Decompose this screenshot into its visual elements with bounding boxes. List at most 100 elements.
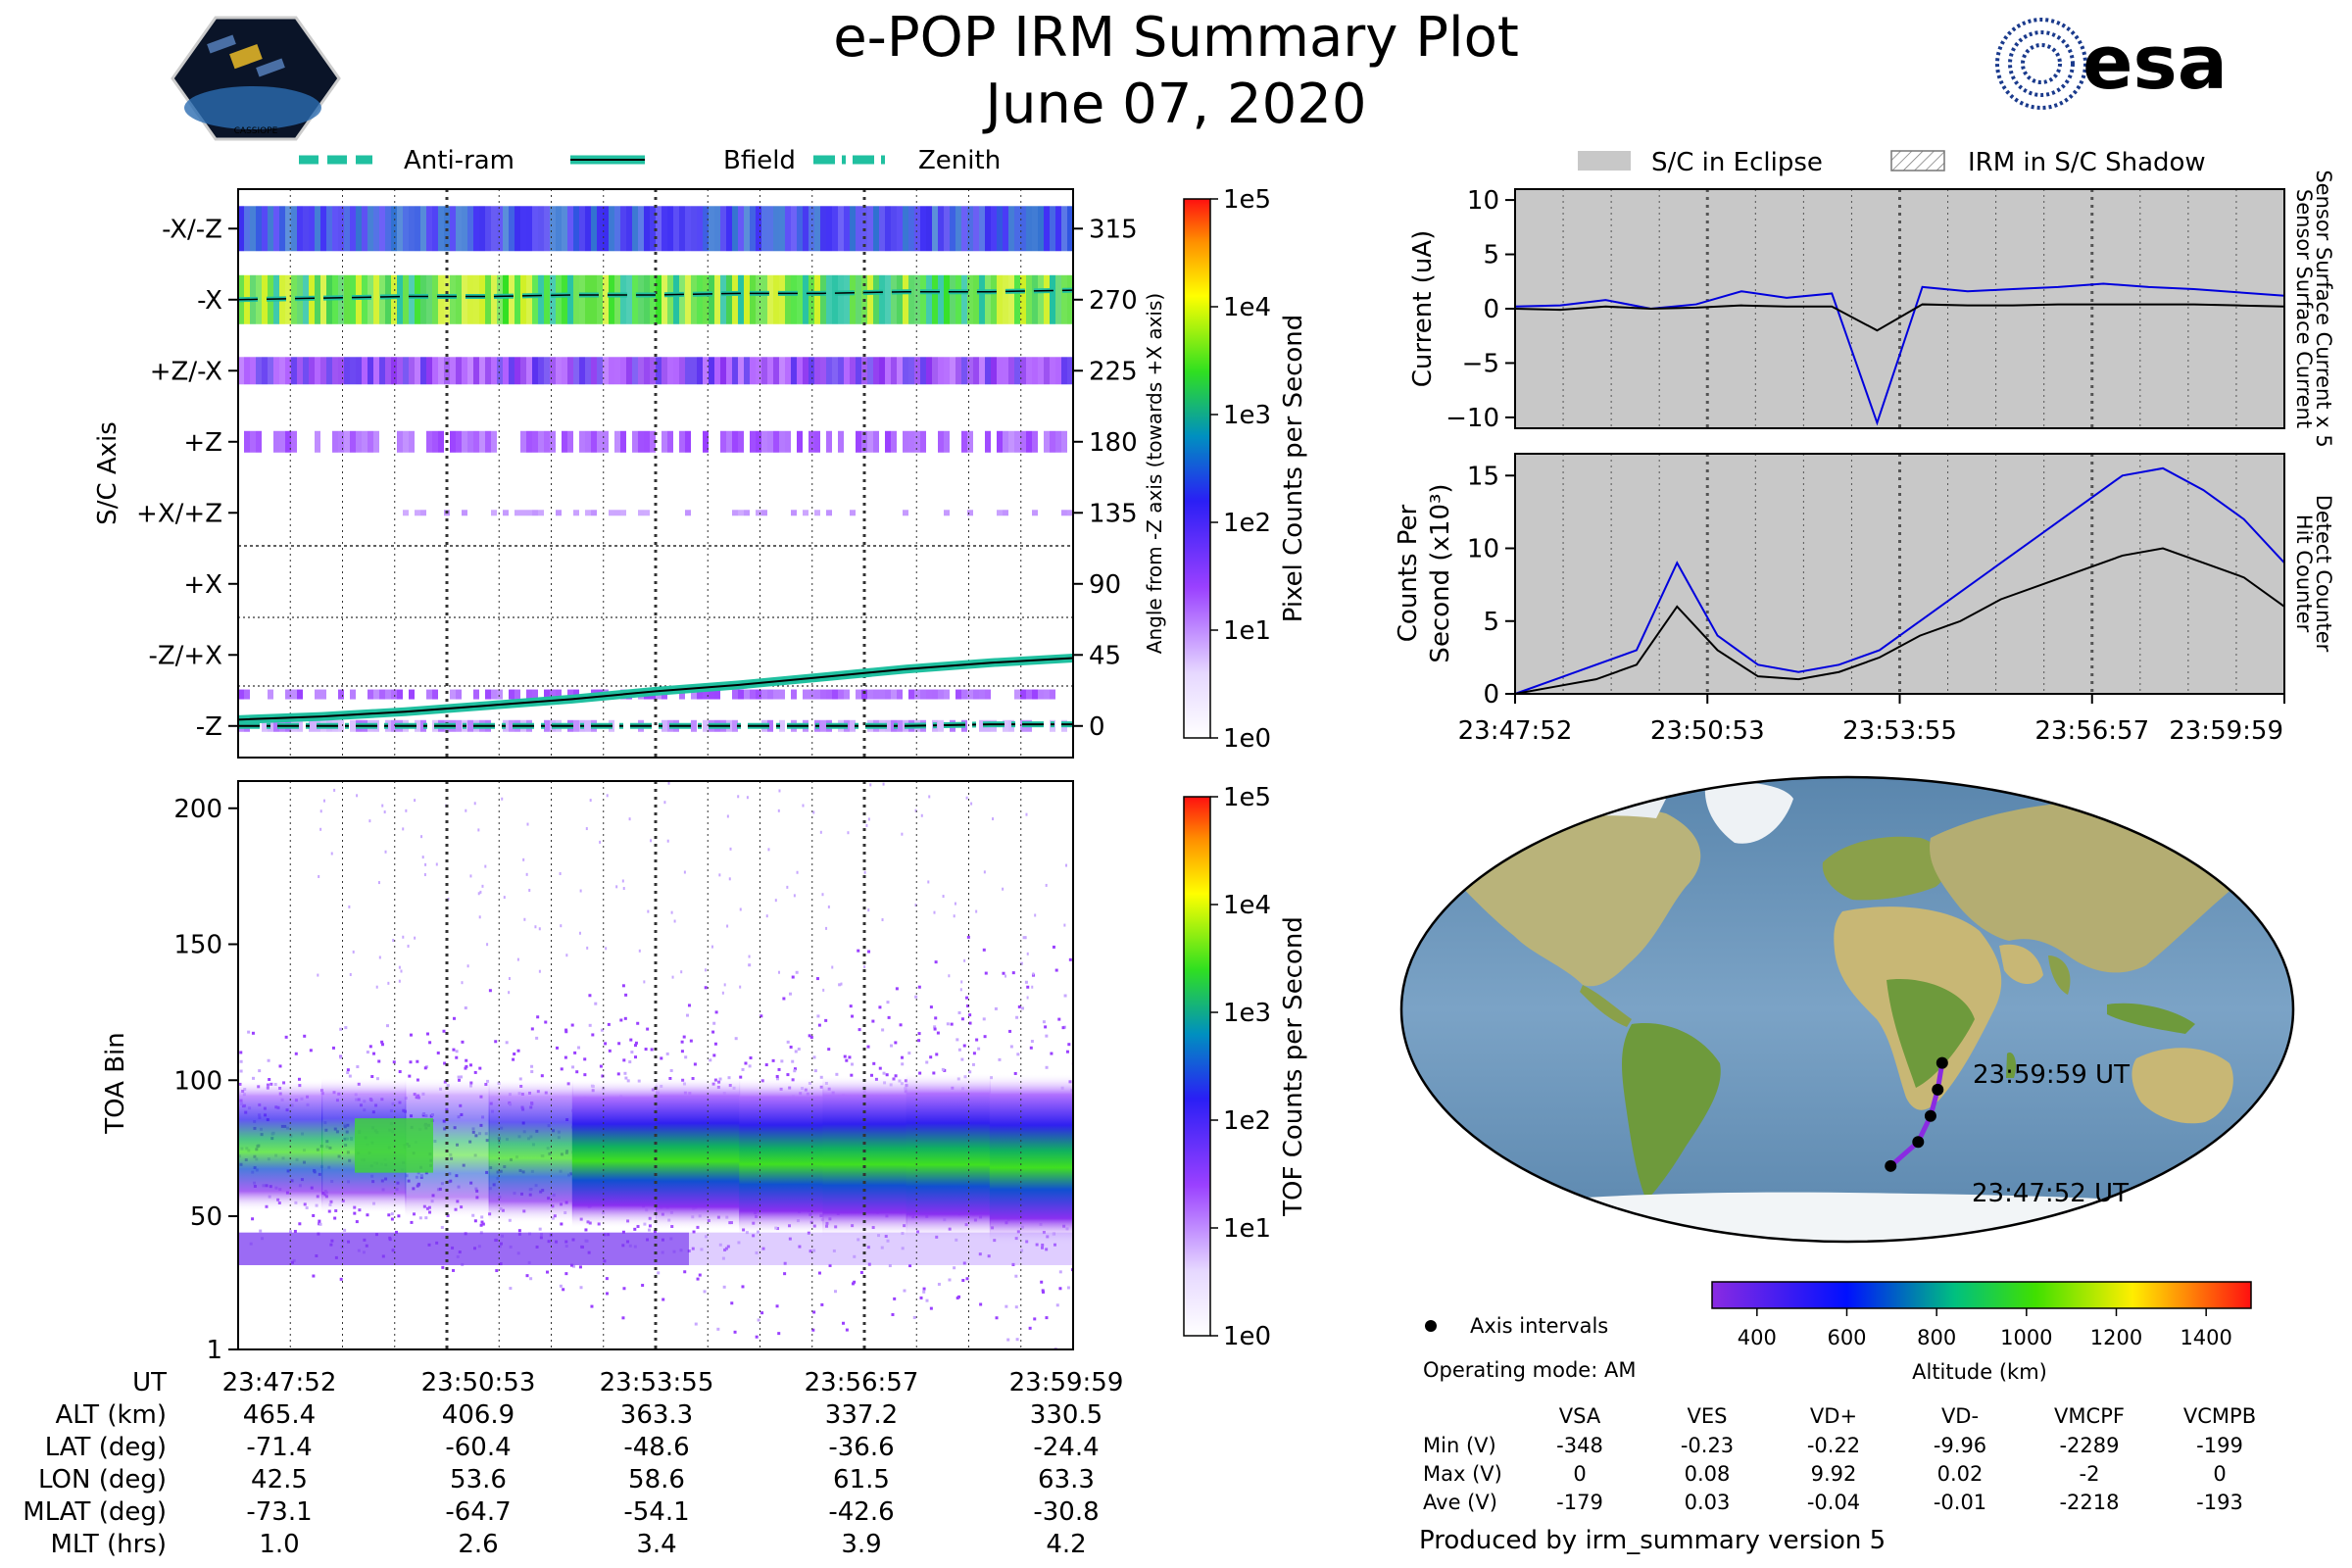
pixel-cell-row-0 (1020, 206, 1026, 252)
pixel-cell-row-5 (1026, 689, 1032, 700)
pixel-cell-row-3 (856, 430, 861, 453)
pixel-cell-row-3 (961, 430, 967, 453)
pixel-cell-row-2 (379, 357, 385, 385)
ephem-time: 23:56:57 (805, 1368, 919, 1397)
pixel-cell-row-4 (738, 510, 744, 516)
current-series-black-label: Sensor Surface Current (2292, 189, 2316, 428)
counts-ytick-label: 0 (1483, 680, 1499, 710)
voltage-row-label: Ave (V) (1423, 1491, 1497, 1514)
axis-intervals-marker (1425, 1320, 1437, 1332)
pixel-cell-row-1 (773, 274, 779, 324)
tof-noise-pixel (713, 1042, 717, 1046)
pixel-cell-row-3 (814, 430, 820, 453)
pixel-cell-row-6 (662, 719, 667, 732)
tof-noise-pixel (965, 996, 969, 1000)
pixel-cell-row-1 (691, 274, 697, 324)
tof-noise-pixel (344, 1026, 348, 1030)
pixel-cell-row-1 (797, 274, 803, 324)
pixel-cell-row-1 (667, 274, 673, 324)
pixel-cell-row-6 (391, 719, 397, 732)
pixel-cell-row-4 (403, 510, 409, 516)
pixel-cell-row-3 (826, 430, 832, 453)
pixel-cell-row-1 (779, 274, 785, 324)
pixel-cell-row-2 (332, 357, 338, 385)
tof-noise-pixel (1042, 1020, 1046, 1024)
pixel-cell-row-1 (432, 274, 438, 324)
tof-noise-pixel (303, 1034, 307, 1038)
pixel-cell-row-0 (656, 206, 662, 252)
pixel-cell-row-2 (691, 357, 697, 385)
tof-upper-noise (615, 885, 618, 889)
tof-upper-noise (746, 796, 749, 800)
tof-noise-pixel (1063, 994, 1067, 998)
pixel-cell-row-1 (538, 274, 544, 324)
tof-noise-pixel (718, 1243, 722, 1247)
tof-noise-pixel (348, 1074, 352, 1078)
pixel-cell-row-2 (791, 357, 797, 385)
tof-upper-noise (671, 975, 674, 979)
voltage-table: VSA VES VD+ VD- VMCPF VCMPB Min (V) -348 -0.23 -0… (1423, 1404, 2256, 1514)
pixel-cell-row-2 (767, 357, 773, 385)
pixel-cell-row-1 (726, 274, 732, 324)
tof-noise-pixel (465, 1058, 468, 1062)
pixel-cell-row-1 (591, 274, 597, 324)
pixel-cell-row-2 (526, 357, 532, 385)
tof-noise-pixel (390, 1212, 394, 1216)
tof-noise-pixel (741, 1285, 745, 1289)
pixel-cell-row-2 (685, 357, 691, 385)
tof-upper-noise (477, 828, 480, 832)
pixel-cell-row-0 (567, 206, 573, 252)
tof-upper-noise (503, 896, 506, 900)
pixel-cell-row-2 (656, 357, 662, 385)
current-yticks: 10 5 0 −5 −10 (1446, 186, 1515, 433)
pixel-cell-row-0 (1003, 206, 1008, 252)
tof-noise-pixel (891, 1312, 895, 1316)
tof-noise-pixel (901, 1062, 905, 1066)
pixel-cell-row-3 (750, 430, 756, 453)
tof-upper-noise (414, 799, 416, 803)
voltage-col-header: VCMPB (2183, 1404, 2256, 1428)
voltage-cell: 0 (1573, 1462, 1586, 1486)
pixel-cell-row-3 (409, 430, 415, 453)
tof-noise-pixel (380, 1040, 384, 1044)
pixel-cell-row-3 (550, 430, 556, 453)
tof-noise-pixel (616, 1072, 620, 1076)
pixel-cell-row-6 (309, 719, 315, 732)
tof-upper-noise (933, 910, 936, 914)
tof-noise-pixel (1040, 1280, 1044, 1284)
pixel-cell-row-0 (638, 206, 644, 252)
tof-upper-noise (628, 817, 631, 821)
tof-upper-noise (402, 935, 405, 939)
pixel-cell-row-0 (1038, 206, 1044, 252)
pixel-cell-row-0 (773, 206, 779, 252)
tof-upper-noise (778, 789, 781, 793)
tof-noise-pixel (878, 1066, 882, 1070)
pixel-cell-row-2 (1050, 357, 1055, 385)
pixel-cell-row-1 (473, 274, 479, 324)
pixel-cell-row-5 (285, 689, 291, 700)
tof-noise-pixel (691, 1247, 695, 1250)
pixel-cell-row-3 (562, 430, 567, 453)
pixel-cell-row-3 (720, 430, 726, 453)
tof-upper-noise (605, 947, 608, 951)
tof-noise-pixel (782, 997, 786, 1001)
pixel-ylabel-right: Angle from -Z axis (towards +X axis) (1143, 293, 1166, 654)
sensor-current-line (1514, 303, 2285, 332)
tof-noise-pixel (780, 1059, 784, 1063)
pixel-cell-row-2 (632, 357, 638, 385)
pixel-cell-row-3 (732, 430, 738, 453)
tof-upper-noise (356, 794, 359, 798)
tof-noise-pixel (828, 1263, 832, 1267)
tof-noise-pixel (786, 1073, 790, 1077)
tof-noise-pixel (560, 1222, 564, 1226)
pixel-cell-row-0 (514, 206, 520, 252)
pixel-cell-row-4 (526, 510, 532, 516)
tof-upper-noise (882, 782, 885, 786)
pixel-cell-row-2 (844, 357, 850, 385)
tof-noise-pixel (1041, 1246, 1045, 1250)
pixel-cell-row-2 (362, 357, 368, 385)
pixel-cell-row-2 (303, 357, 309, 385)
counts-ytick-label: 10 (1467, 535, 1499, 564)
tof-upper-noise (739, 985, 742, 989)
tof-noise-pixel (889, 1044, 893, 1048)
